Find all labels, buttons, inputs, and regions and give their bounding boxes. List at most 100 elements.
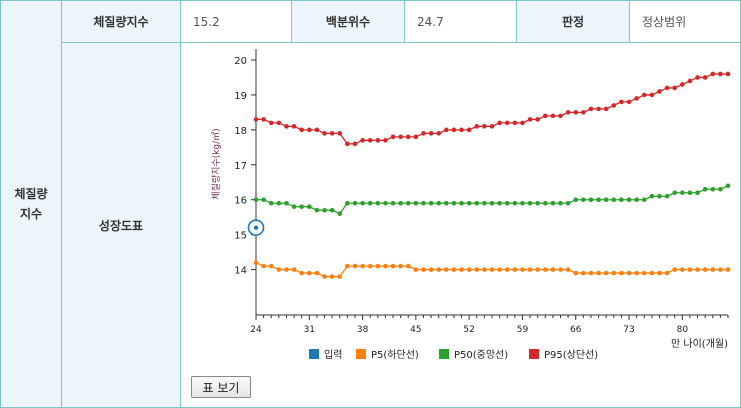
p5-point [383, 263, 388, 269]
p5-point [702, 267, 708, 272]
p95-point [664, 85, 670, 91]
p50-point [253, 197, 259, 203]
p95-point [527, 117, 533, 122]
p50-point [421, 200, 426, 206]
p50-point [276, 200, 282, 206]
p50-point [428, 200, 434, 206]
p95-point [702, 75, 708, 80]
p5-point [268, 263, 274, 269]
p5-point [482, 267, 487, 272]
p5-point [619, 270, 624, 276]
p95-point [619, 99, 624, 105]
p50-point [367, 200, 373, 206]
p95-point [489, 124, 495, 129]
percentile-label: 백분위수 [325, 15, 371, 29]
y-tick-label: 18 [234, 126, 247, 137]
p5-point [558, 267, 563, 272]
x-tick-label: 38 [357, 325, 369, 335]
x-tick-label: 73 [623, 325, 634, 335]
chart-section-label: 성장도표 [98, 218, 144, 233]
p5-point [284, 267, 289, 272]
row-label-cell: 체질량 지수 [1, 1, 61, 407]
p95-point [588, 106, 594, 112]
p50-point [626, 197, 632, 203]
p95-point [558, 113, 563, 119]
p95-point [542, 113, 548, 119]
p95-point [482, 124, 487, 129]
p50-point [550, 200, 556, 206]
p5-point [641, 270, 647, 276]
p5-point [512, 267, 518, 272]
p5-point [322, 274, 327, 279]
p95-point [337, 131, 343, 136]
p5-point [611, 270, 617, 276]
p50-point [725, 183, 731, 189]
p50-point [375, 200, 381, 206]
percentile-value: 24.7 [417, 14, 444, 29]
p50-point [596, 197, 601, 203]
p50-point [520, 200, 525, 206]
p5-point [550, 267, 556, 272]
x-tick-label: 66 [570, 325, 582, 335]
p50-point [641, 197, 647, 203]
p5-point [725, 267, 731, 272]
x-tick-label: 59 [517, 325, 529, 335]
p5-point [672, 267, 678, 272]
p95-point [459, 127, 464, 133]
p95-point [360, 138, 365, 143]
p95-point [375, 138, 381, 143]
bmi-value: 15.2 [193, 14, 220, 29]
p95-point [512, 120, 518, 126]
p50-point [413, 200, 419, 206]
p95-point [390, 134, 396, 140]
x-tick-label: 31 [304, 325, 315, 335]
p50-point [474, 200, 480, 206]
p95-point [672, 85, 678, 91]
p50-point [573, 197, 579, 203]
p5-point [337, 274, 343, 279]
p5-point [306, 270, 312, 276]
y-axis-label: 체질량지수(kg/㎡) [210, 128, 222, 199]
p5-point [253, 260, 259, 265]
p95-point [573, 110, 579, 115]
growth-chart: 14 15 16 17 18 19 20 24 31 38 45 52 59 66 73 80 체질량지수(kg… [210, 49, 731, 361]
p5-point [459, 267, 464, 272]
p50-series-line [256, 185, 729, 215]
p5-point [474, 267, 480, 272]
p5-point [680, 267, 685, 272]
p5-legend-swatch [356, 349, 366, 359]
p95-point [261, 117, 266, 122]
y-tick-label: 16 [234, 196, 247, 207]
p50-point [337, 211, 343, 216]
p50-point [352, 200, 358, 206]
p5-point [329, 274, 335, 279]
p95-point [596, 106, 601, 112]
p95-point [451, 127, 457, 133]
p95-point [276, 120, 282, 126]
p95-point [306, 127, 312, 133]
p95-point [284, 124, 289, 129]
judgement-label-cell: 판정 [517, 1, 629, 42]
p5-point [497, 267, 502, 272]
p50-point [444, 200, 449, 206]
p50-point [314, 207, 320, 213]
p95-point [367, 138, 373, 143]
p95-point [504, 120, 510, 126]
p50-point [383, 200, 388, 206]
p95-point [581, 110, 586, 115]
p5-point [444, 267, 449, 272]
p50-point [329, 207, 335, 213]
p50-point [680, 190, 685, 196]
p50-point [405, 200, 411, 206]
p95-point [687, 78, 693, 84]
p5-point [626, 270, 632, 276]
p95-point [329, 131, 335, 136]
y-tick-label: 20 [234, 56, 247, 67]
view-table-button[interactable]: 표 보기 [191, 376, 251, 398]
p95-point [383, 138, 388, 143]
p50-point [512, 200, 518, 206]
p50-point [649, 193, 655, 199]
percentile-label-cell: 백분위수 [292, 1, 404, 42]
x-axis-label: 만 나이(개월) [671, 338, 728, 350]
p50-point [261, 197, 266, 203]
